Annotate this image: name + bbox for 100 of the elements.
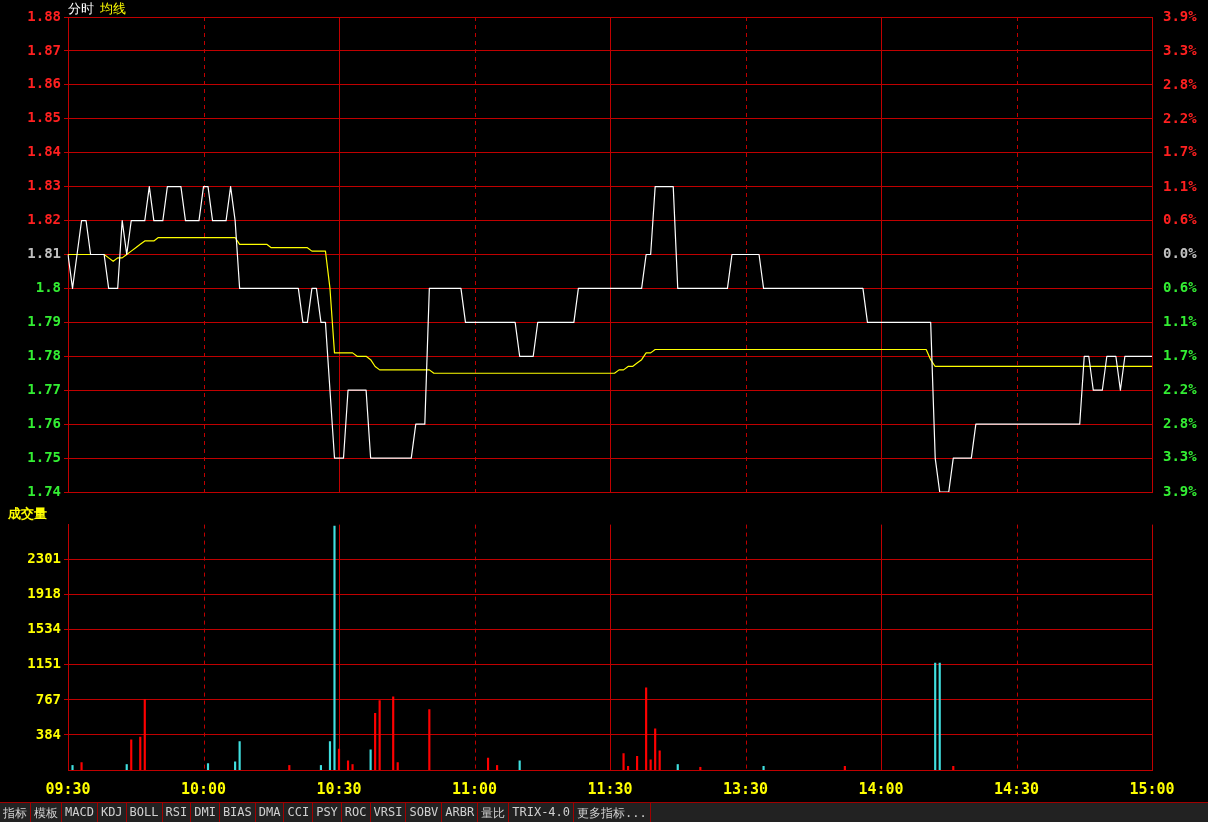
text: BIAS <box>219 803 256 822</box>
y2-tick-label: 2.8% <box>1163 414 1198 431</box>
y2-tick-label: 2.2% <box>1163 109 1198 126</box>
y2-tick-label: 2.8% <box>1163 75 1198 92</box>
bar <box>496 765 499 770</box>
text: 更多指标... <box>574 803 651 822</box>
bar <box>392 696 395 770</box>
text: CCI <box>284 803 314 822</box>
bar <box>645 687 648 770</box>
bar <box>934 662 937 770</box>
text: BOLL <box>126 803 163 822</box>
bar <box>125 764 128 770</box>
y2-tick-label: 3.3% <box>1163 42 1198 59</box>
text: KDJ <box>97 803 127 822</box>
y-tick-label: 1.8 <box>35 279 61 296</box>
bar <box>654 728 657 770</box>
x-tick-label: 11:30 <box>587 779 633 798</box>
text: 模板 <box>31 803 62 822</box>
bar <box>649 759 652 770</box>
y-tick-label: 1.84 <box>27 143 61 160</box>
y-tick-label: 767 <box>35 690 61 707</box>
bar <box>206 763 210 770</box>
y2-tick-label: 1.7% <box>1163 347 1198 364</box>
text: MACD <box>62 803 98 822</box>
bar <box>71 765 74 770</box>
text: VRSI <box>370 803 407 822</box>
text: ARBR <box>442 803 479 822</box>
y2-tick-label: 1.1% <box>1163 312 1198 329</box>
y-tick-label: 1.88 <box>27 7 61 24</box>
x-tick-label: 14:30 <box>993 779 1040 798</box>
bar <box>622 753 625 770</box>
y2-tick-label: 0.6% <box>1163 211 1198 228</box>
bar <box>378 700 381 770</box>
y-tick-label: 1.79 <box>27 313 61 329</box>
y-tick-label: 2301 <box>27 550 61 567</box>
bar <box>346 760 350 770</box>
text: PSY <box>313 803 342 822</box>
chart-title: 成交量 <box>7 506 47 522</box>
bar <box>80 762 83 770</box>
text: 指标 <box>0 803 31 822</box>
y2-tick-label: 1.7% <box>1163 143 1198 160</box>
bar <box>396 762 399 770</box>
text: DMA <box>255 803 285 822</box>
y-tick-label: 1.83 <box>27 177 61 194</box>
text: 分时 <box>68 0 94 18</box>
bar <box>143 699 146 770</box>
y-tick-label: 1.86 <box>27 75 61 92</box>
bar <box>337 748 341 770</box>
text: 均线 <box>100 0 126 18</box>
y2-tick-label: 3.9% <box>1163 7 1198 24</box>
bar <box>369 749 372 770</box>
bar <box>486 757 490 770</box>
bar <box>130 739 133 770</box>
bar <box>374 713 377 770</box>
bar <box>518 760 521 770</box>
x-tick-label: 11:00 <box>451 779 498 798</box>
bar <box>238 741 241 770</box>
y-tick-label: 384 <box>35 725 61 742</box>
text: DMI <box>191 803 220 822</box>
y2-tick-label: 2.2% <box>1163 380 1198 397</box>
y-tick-label: 1.78 <box>27 346 61 363</box>
y2-tick-label: 3.9% <box>1163 482 1198 499</box>
bar <box>234 761 237 770</box>
bar <box>333 525 336 770</box>
text: 量比 <box>478 803 510 822</box>
bar <box>676 764 679 770</box>
x-tick-label: 09:30 <box>45 779 91 798</box>
y-tick-label: 1.75 <box>27 448 61 465</box>
y-tick-label: 1.85 <box>27 109 61 126</box>
bar <box>319 765 323 770</box>
text: ROC <box>341 803 371 822</box>
y2-tick-label: 0.0% <box>1163 245 1198 262</box>
bar <box>328 741 332 770</box>
text: TRIX-4.0 <box>509 803 575 822</box>
y-tick-label: 1918 <box>27 585 61 602</box>
bar <box>428 709 431 770</box>
y-tick-label: 1.74 <box>27 482 61 499</box>
bar <box>288 765 291 770</box>
x-tick-label: 10:30 <box>316 779 362 798</box>
y-tick-label: 1.82 <box>27 211 61 228</box>
y2-tick-label: 1.1% <box>1163 177 1198 194</box>
y-tick-label: 1534 <box>27 620 61 637</box>
bar <box>351 764 354 770</box>
bar <box>636 755 639 770</box>
bar <box>762 766 765 770</box>
y-tick-label: 1.87 <box>27 41 61 58</box>
y2-tick-label: 0.6% <box>1163 278 1198 295</box>
y-tick-label: 1.81 <box>27 245 61 262</box>
x-tick-label: 15:00 <box>1129 779 1175 798</box>
bar <box>139 736 142 770</box>
x-tick-label: 13:30 <box>722 779 769 798</box>
x-tick-label: 10:00 <box>180 779 227 798</box>
bar <box>658 750 661 770</box>
x-tick-label: 14:00 <box>858 779 904 798</box>
text: RSI <box>162 803 192 822</box>
y-tick-label: 1.76 <box>27 414 61 431</box>
y-tick-label: 1151 <box>27 655 61 672</box>
y2-tick-label: 3.3% <box>1163 448 1198 465</box>
y-tick-label: 1.77 <box>27 380 61 397</box>
bar <box>938 662 941 770</box>
